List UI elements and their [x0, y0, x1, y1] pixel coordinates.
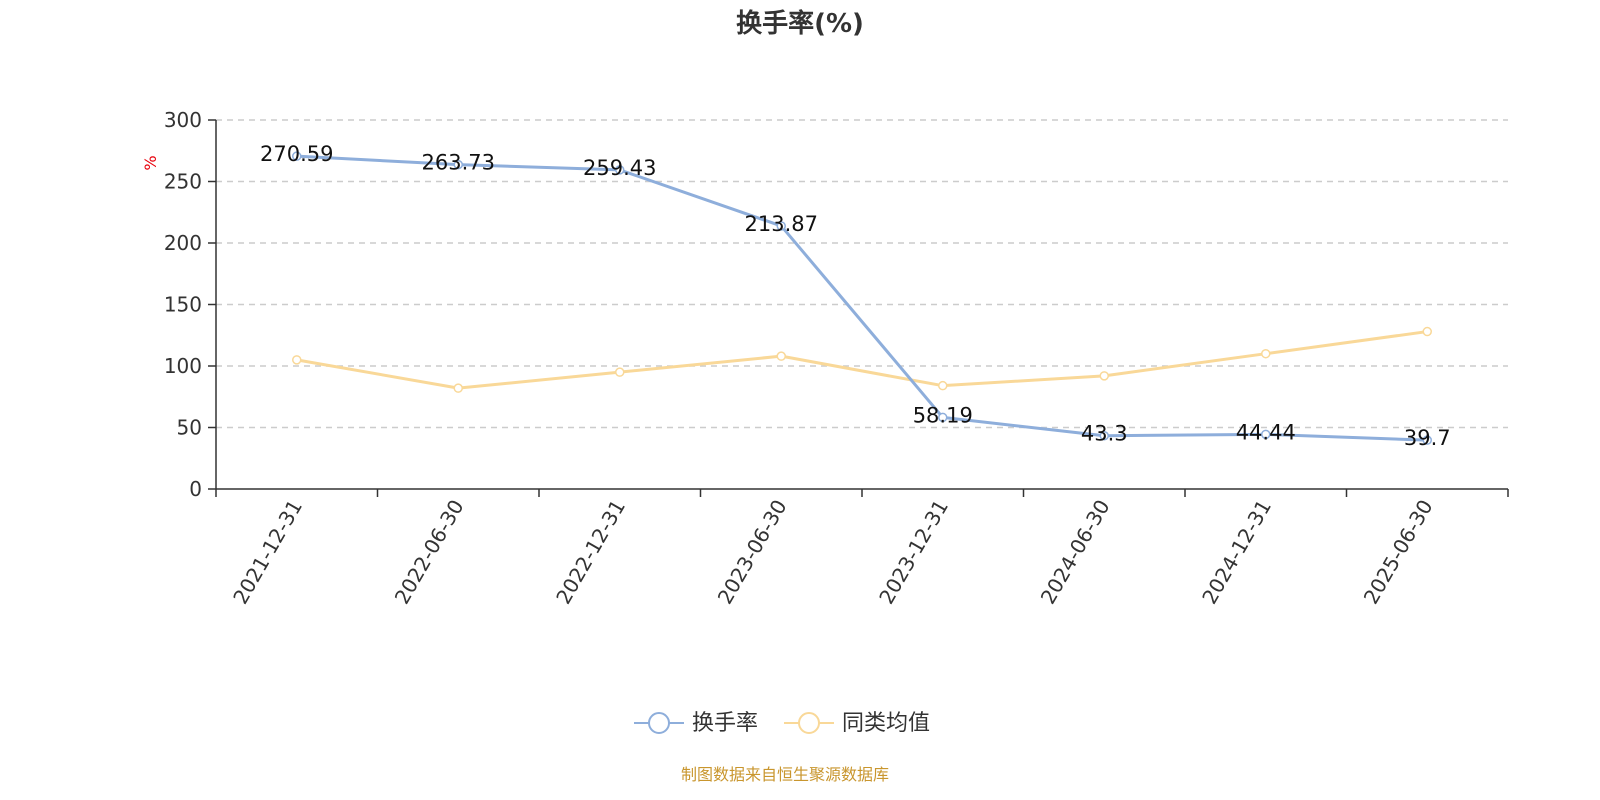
data-point-turnover — [453, 159, 463, 170]
data-point-peer-avg — [615, 367, 625, 377]
y-tick-label: 50 — [177, 416, 202, 440]
y-tick-label: 200 — [164, 231, 202, 255]
grid-lines — [216, 119, 1508, 429]
y-tick-label: 300 — [164, 108, 202, 132]
data-point-peer-avg — [1422, 326, 1432, 337]
legend-marker-turnover-circle — [648, 712, 670, 734]
x-tick-label: 2022-06-30 — [390, 496, 469, 609]
data-point-peer-avg — [1261, 348, 1271, 359]
legend-item-peer-avg[interactable]: 同类均值 — [784, 711, 930, 736]
x-tick-label: 2021-12-31 — [228, 496, 307, 609]
data-point-turnover — [1099, 430, 1109, 441]
legend-label-turnover: 换手率 — [692, 711, 758, 736]
y-tick-label: 250 — [164, 170, 202, 194]
data-point-peer-avg — [938, 380, 948, 391]
x-tick-label: 2024-06-30 — [1036, 496, 1115, 609]
y-tick-label: 150 — [164, 293, 202, 317]
data-label-turnover: 270.59 — [260, 142, 333, 166]
data-label-turnover: 58.19 — [913, 403, 973, 427]
data-label-turnover: 39.7 — [1404, 426, 1451, 450]
series-line-turnover — [296, 154, 1428, 442]
data-point-peer-avg — [776, 351, 786, 361]
data-label-turnover: 44.44 — [1236, 420, 1296, 444]
x-tick-label: 2025-06-30 — [1359, 496, 1438, 609]
data-point-turnover — [1261, 429, 1271, 440]
chart-title: 换手率(%) — [736, 8, 864, 39]
x-tick-label: 2023-06-30 — [713, 496, 792, 609]
data-label-turnover: 259.43 — [583, 156, 656, 180]
data-source-note: 制图数据来自恒生聚源数据库 — [681, 765, 889, 784]
legend-marker-peer-avg-circle — [798, 712, 820, 734]
axes: 0 50 100 150 200 250 300 2021-12-31 2022-06-30 20… — [164, 108, 1509, 609]
series-line-peer-avg — [296, 330, 1428, 390]
series-lines — [292, 151, 1432, 445]
data-point-turnover — [938, 412, 948, 423]
data-point-peer-avg — [292, 355, 302, 365]
data-point-turnover — [615, 165, 625, 175]
data-point-turnover — [1422, 435, 1432, 445]
data-point-turnover — [292, 151, 302, 161]
legend: 换手率 同类均值 — [634, 711, 930, 736]
y-tick-label: 100 — [164, 354, 202, 378]
data-label-turnover: 43.3 — [1081, 422, 1128, 446]
y-tick-label: 0 — [189, 477, 202, 501]
data-label-turnover: 263.73 — [422, 151, 495, 175]
x-tick-label: 2022-12-31 — [551, 496, 630, 609]
y-axis-unit-label: % — [141, 155, 160, 170]
data-label-turnover: 213.87 — [745, 212, 818, 236]
data-point-turnover — [776, 221, 786, 231]
data-point-peer-avg — [453, 383, 463, 393]
legend-item-turnover[interactable]: 换手率 — [634, 711, 758, 736]
legend-label-peer-avg: 同类均值 — [842, 711, 930, 736]
data-point-peer-avg — [1099, 371, 1109, 381]
data-labels: 270.59 263.73 259.43 213.87 58.19 43.3 44.44 39… — [260, 142, 1451, 450]
x-tick-label: 2023-12-31 — [874, 496, 953, 609]
x-tick-label: 2024-12-31 — [1197, 496, 1276, 609]
